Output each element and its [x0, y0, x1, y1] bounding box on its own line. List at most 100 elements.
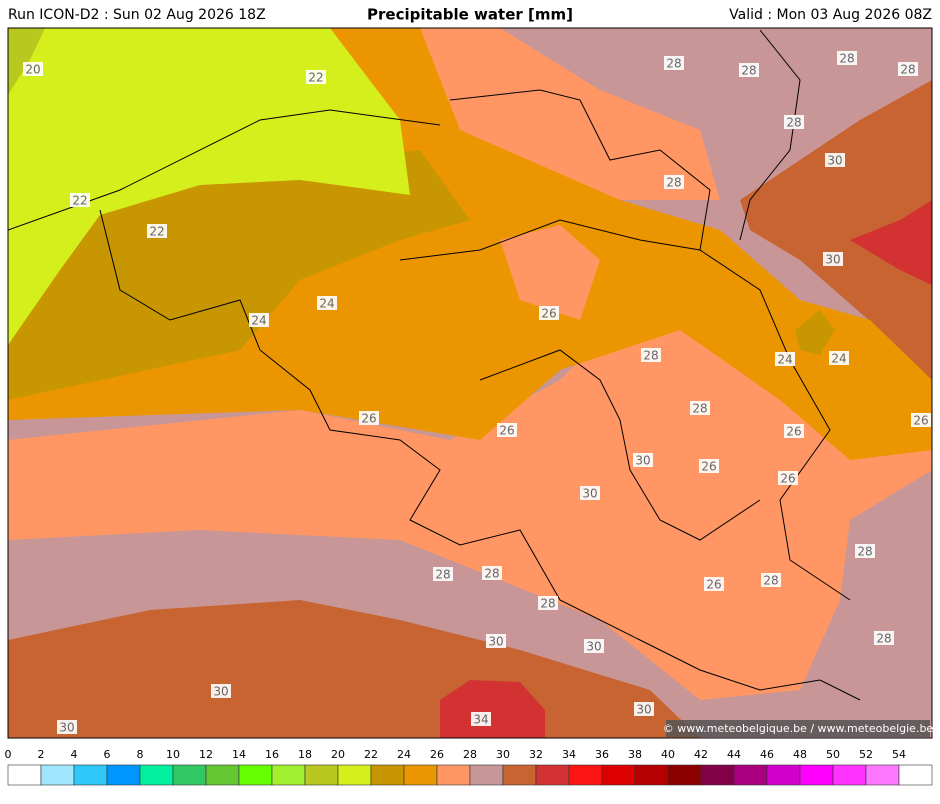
contour-label: 22	[72, 194, 87, 208]
colorbar-tick-label: 2	[38, 748, 45, 761]
contour-label-bg	[784, 424, 804, 438]
contour-label: 28	[786, 116, 801, 130]
contour-label: 28	[692, 402, 707, 416]
contour-label-bg	[70, 193, 90, 207]
colorbar-box	[898, 764, 933, 786]
colorbar-box	[106, 764, 141, 786]
contour-label-bg	[471, 712, 491, 726]
title: Precipitable water [mm]	[367, 6, 573, 24]
contour-label-bg	[874, 631, 894, 645]
credit: © www.meteobelgique.be / www.meteobelgie…	[663, 722, 934, 735]
contour-label-bg	[690, 401, 710, 415]
colorbar-box	[865, 764, 900, 786]
colorbar-box	[304, 764, 339, 786]
colorbar-box	[799, 764, 834, 786]
run-info: Run ICON-D2 : Sun 02 Aug 2026 18Z	[8, 7, 266, 23]
colorbar-tick-label: 6	[104, 748, 111, 761]
colorbar-box	[436, 764, 471, 786]
colorbar-box	[733, 764, 768, 786]
contour-label-bg	[486, 634, 506, 648]
contour-label: 26	[913, 414, 928, 428]
colorbar-tick-label: 12	[199, 748, 213, 761]
colorbar-tick-label: 54	[892, 748, 906, 761]
contour-label: 26	[541, 307, 556, 321]
contour-label: 26	[786, 425, 801, 439]
contour-label-bg	[699, 459, 719, 473]
contour-label: 26	[499, 424, 514, 438]
colorbar-tick-label: 14	[232, 748, 246, 761]
colorbar-box	[601, 764, 636, 786]
colorbar-box	[832, 764, 867, 786]
region	[500, 225, 600, 320]
colorbar-tick-label: 44	[727, 748, 741, 761]
region	[8, 150, 470, 400]
contour-label: 24	[777, 353, 792, 367]
contour-label: 30	[825, 253, 840, 267]
region	[8, 28, 45, 95]
colorbar-tick-label: 16	[265, 748, 279, 761]
contour-label: 28	[540, 597, 555, 611]
valid-info: Valid : Mon 03 Aug 2026 08Z	[729, 7, 932, 23]
contour-label-bg	[664, 56, 684, 70]
contour-label-bg	[825, 153, 845, 167]
contour-label-bg	[775, 352, 795, 366]
colorbar-box	[568, 764, 603, 786]
colorbar-tick-label: 20	[331, 748, 345, 761]
contour-label: 28	[484, 567, 499, 581]
contour-label-bg	[829, 351, 849, 365]
colorbar-tick-label: 46	[760, 748, 774, 761]
contour-label-bg	[761, 573, 781, 587]
contour-label: 30	[827, 154, 842, 168]
contour-label-bg	[538, 596, 558, 610]
contour-label-bg	[739, 63, 759, 77]
colorbar-tick-label: 32	[529, 748, 543, 761]
contour-label-bg	[641, 348, 661, 362]
colorbar-box	[469, 764, 504, 786]
colorbar-tick-label: 4	[71, 748, 78, 761]
colorbar-tick-label: 10	[166, 748, 180, 761]
contour-label-bg	[704, 577, 724, 591]
contour-label-bg	[911, 413, 931, 427]
contour-label-bg	[211, 684, 231, 698]
contour-label: 30	[586, 640, 601, 654]
contour-label: 28	[839, 52, 854, 66]
contour-label-bg	[784, 115, 804, 129]
contour-label-bg	[633, 453, 653, 467]
contour-label-bg	[482, 566, 502, 580]
colorbar-tick-label: 50	[826, 748, 840, 761]
colorbar-tick-label: 22	[364, 748, 378, 761]
contour-label: 30	[59, 721, 74, 735]
contour-label: 26	[780, 472, 795, 486]
contour-label: 22	[149, 225, 164, 239]
contour-label-bg	[580, 486, 600, 500]
colorbar-tick-label: 26	[430, 748, 444, 761]
contour-label-bg	[433, 567, 453, 581]
colorbar-box	[271, 764, 306, 786]
colorbar-tick-label: 0	[5, 748, 12, 761]
contour-label-bg	[317, 296, 337, 310]
contour-label: 28	[876, 632, 891, 646]
contour-label: 24	[251, 314, 266, 328]
contour-label: 26	[361, 412, 376, 426]
contour-label-bg	[497, 423, 517, 437]
contour-label-bg	[584, 639, 604, 653]
colorbar-box	[403, 764, 438, 786]
contour-label-bg	[898, 62, 918, 76]
borders	[8, 29, 861, 701]
colorbar-box	[73, 764, 108, 786]
contour-label-bg	[823, 252, 843, 266]
region	[850, 200, 932, 285]
contour-label: 28	[900, 63, 915, 77]
colorbar-tick-label: 18	[298, 748, 312, 761]
contour-label-bg	[855, 544, 875, 558]
contour-label-bg	[57, 720, 77, 734]
contour-label: 28	[741, 64, 756, 78]
contour-label-bg	[23, 62, 43, 76]
contour-label-bg	[539, 306, 559, 320]
contour-label: 20	[25, 63, 40, 77]
contour-label-bg	[634, 702, 654, 716]
colorbar-box	[700, 764, 735, 786]
colorbar-box	[370, 764, 405, 786]
colorbar-tick-label: 42	[694, 748, 708, 761]
contour-label-bg	[664, 175, 684, 189]
